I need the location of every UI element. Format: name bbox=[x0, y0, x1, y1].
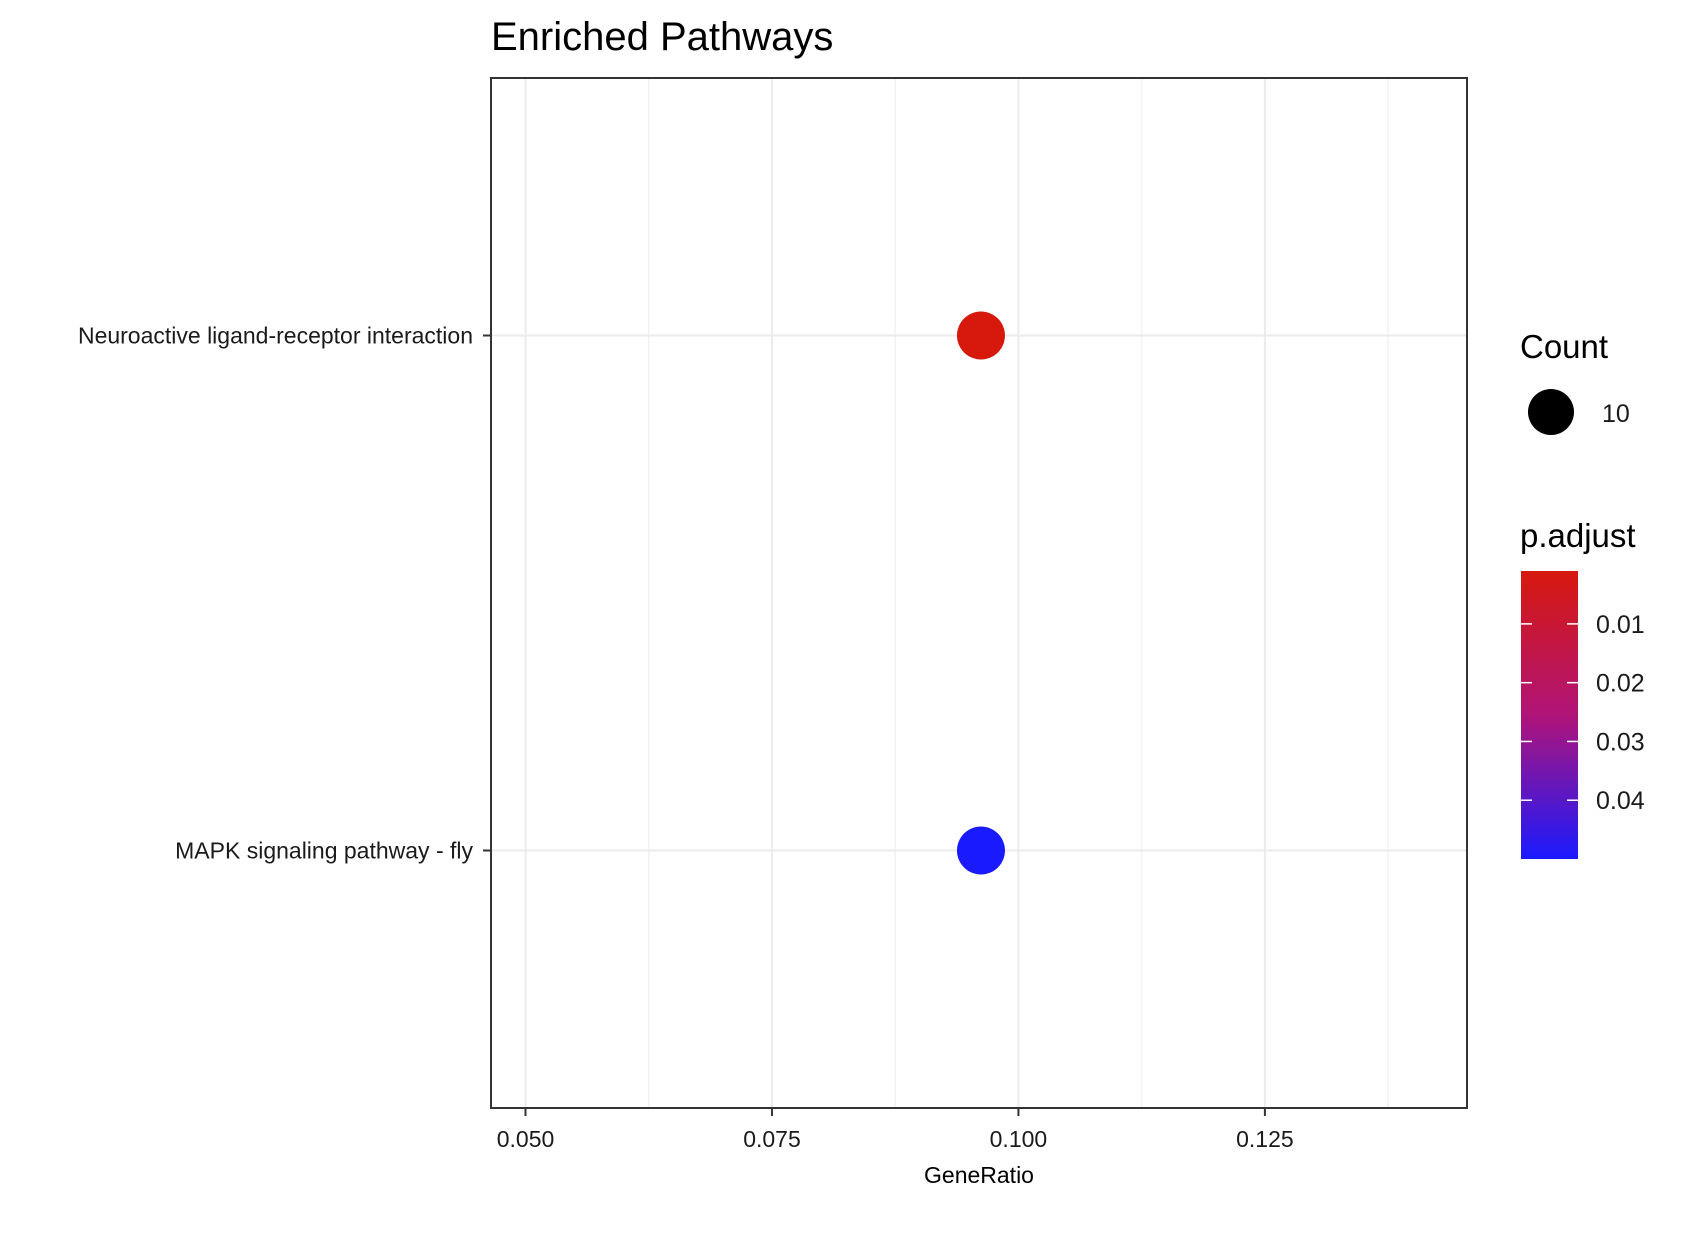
x-axis-title: GeneRatio bbox=[924, 1162, 1034, 1188]
plot-border bbox=[490, 77, 1468, 1109]
legend-count-key bbox=[1528, 389, 1574, 435]
x-tick-label: 0.075 bbox=[743, 1126, 801, 1152]
x-tick-label: 0.125 bbox=[1236, 1126, 1294, 1152]
colorbar-tick-label: 0.01 bbox=[1596, 611, 1645, 639]
data-point bbox=[956, 311, 1005, 360]
colorbar-tick-label: 0.04 bbox=[1596, 787, 1645, 815]
y-tick-label: MAPK signaling pathway - fly bbox=[175, 838, 473, 864]
colorbar-tick-label: 0.03 bbox=[1596, 728, 1645, 756]
legend-count-title: Count bbox=[1520, 328, 1608, 365]
legend-padj-ticks: 0.01 0.02 0.03 0.04 bbox=[1521, 611, 1645, 815]
x-axis: 0.050 0.075 0.100 0.125 bbox=[497, 1108, 1294, 1152]
y-axis: Neuroactive ligand-receptor interaction M… bbox=[78, 323, 491, 864]
data-points bbox=[956, 311, 1005, 875]
plot-panel bbox=[491, 78, 1467, 1108]
x-tick-label: 0.100 bbox=[990, 1126, 1048, 1152]
y-tick-label: Neuroactive ligand-receptor interaction bbox=[78, 323, 473, 349]
legend-count-label: 10 bbox=[1602, 400, 1630, 428]
legend-padj-title: p.adjust bbox=[1520, 517, 1636, 554]
x-tick-label: 0.050 bbox=[497, 1126, 555, 1152]
colorbar-tick-label: 0.02 bbox=[1596, 670, 1645, 698]
chart-title: Enriched Pathways bbox=[491, 15, 833, 59]
legend-padj-colorbar bbox=[1521, 571, 1578, 859]
data-point bbox=[956, 826, 1005, 875]
